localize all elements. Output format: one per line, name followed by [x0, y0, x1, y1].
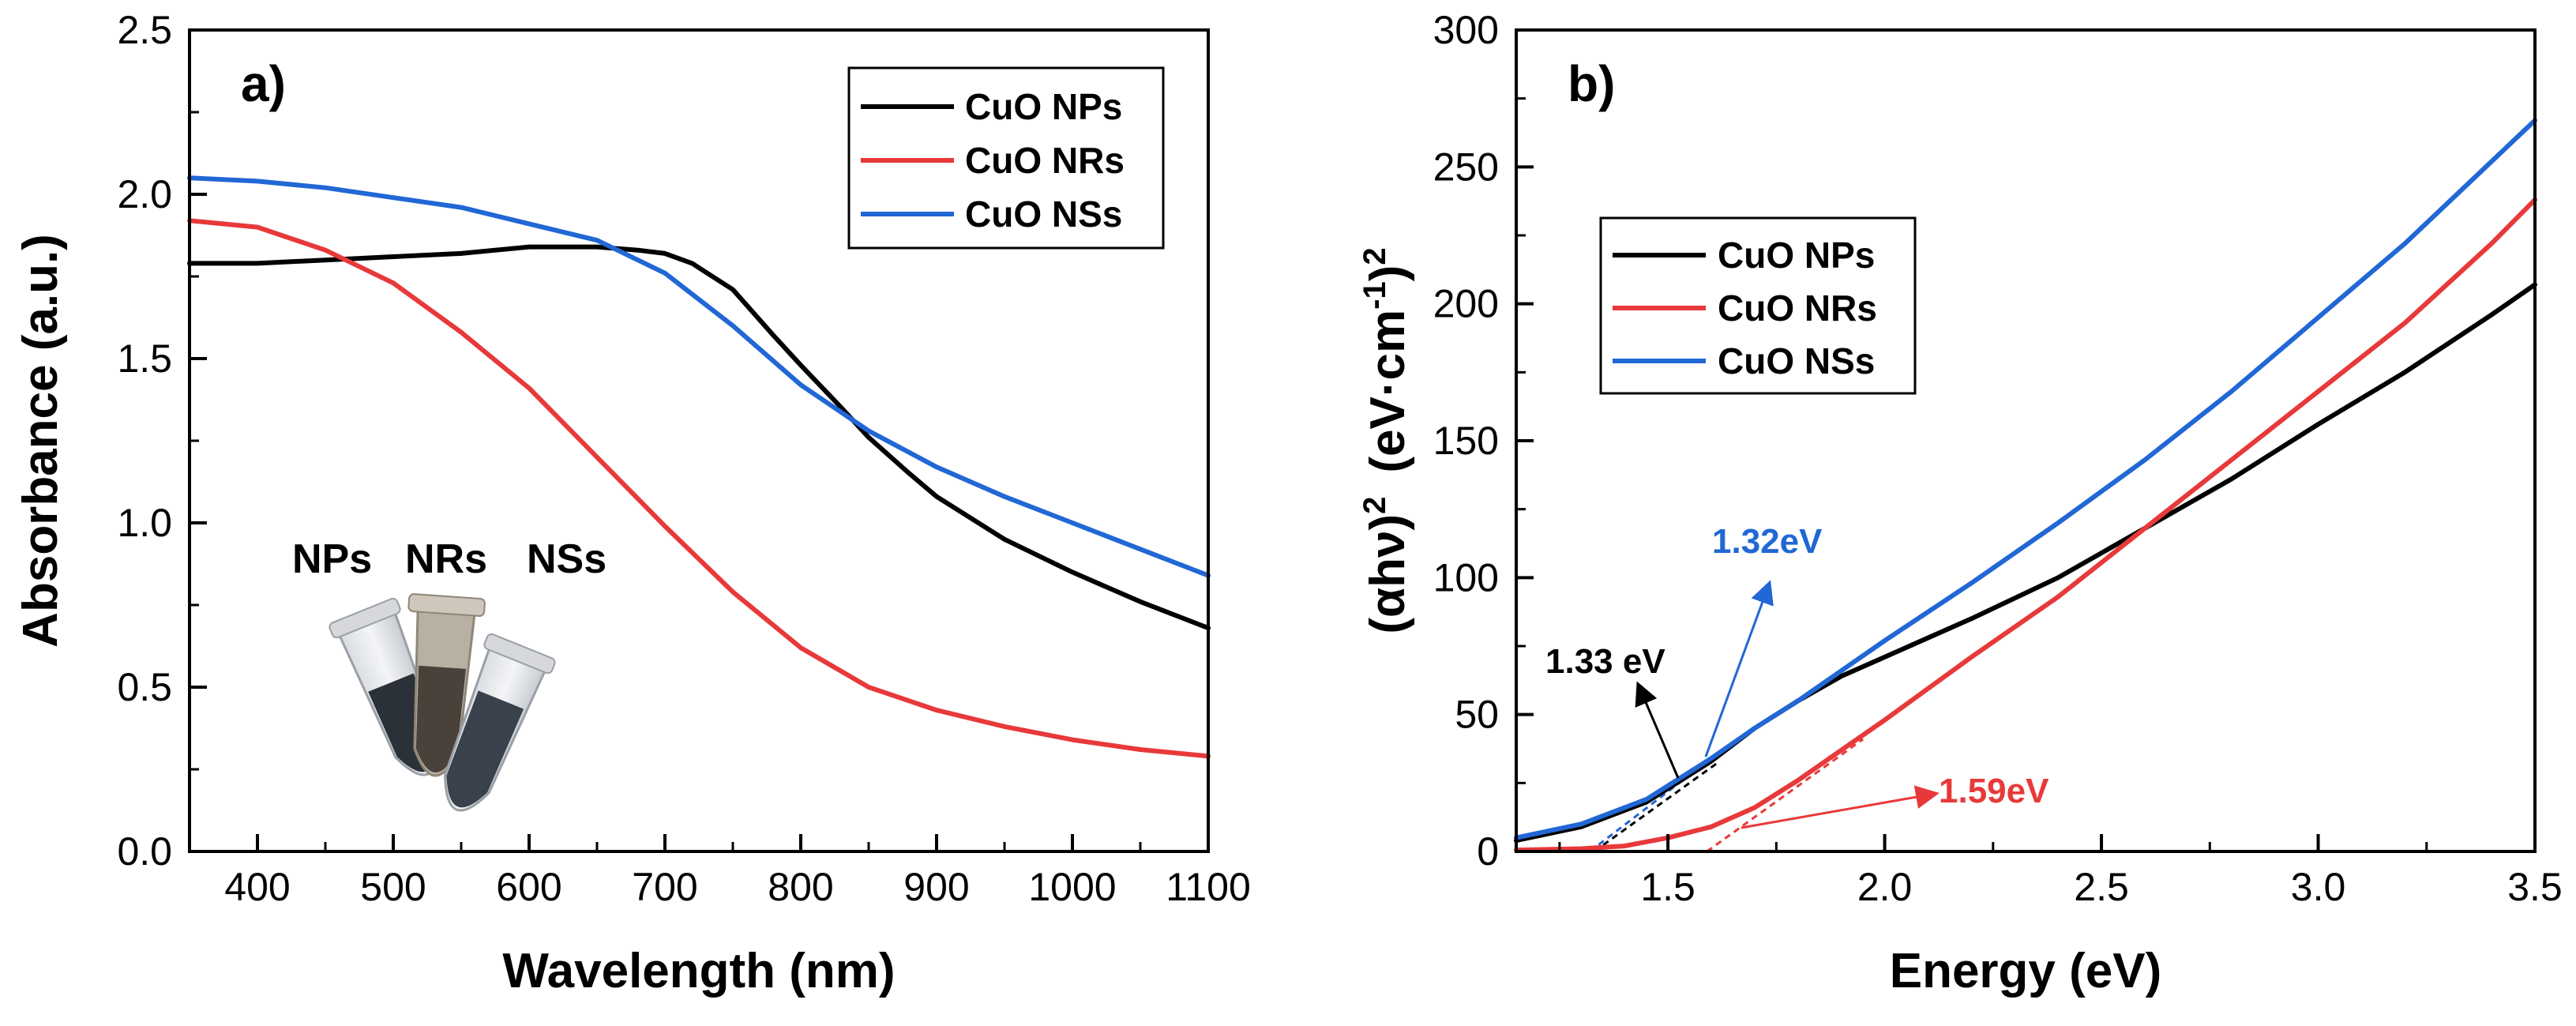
annotation-arrow-nrs	[1740, 785, 1940, 829]
b-xtick-label: 3.5	[2507, 865, 2563, 909]
x-axis-label-a: Wavelength (nm)	[502, 944, 895, 998]
x-axis-label-b: Energy (eV)	[1890, 944, 2162, 998]
legend-label-nrs-a: CuO NRs	[965, 140, 1125, 181]
a-xtick-label: 700	[632, 865, 697, 909]
tube-nss	[443, 633, 556, 812]
b-ytick-label: 250	[1433, 145, 1499, 189]
legend-label-nps-a: CuO NPs	[965, 86, 1122, 127]
inset-label-nps: NPs	[292, 536, 372, 582]
a-ytick-label: 0.5	[117, 665, 172, 709]
y-axis-label-b: (αhν)2(eV·cm-1)2	[1357, 247, 1415, 633]
y-axis-label-b-unit: (eV·cm	[1361, 310, 1415, 473]
b-xtick-label: 2.0	[1857, 865, 1913, 909]
legend-label-nss-a: CuO NSs	[965, 194, 1122, 235]
b-ytick-label: 0	[1477, 829, 1499, 874]
a-xtick-label: 800	[768, 865, 833, 909]
inset-label-nss: NSs	[527, 536, 606, 582]
a-ytick-label: 2.0	[117, 172, 172, 216]
annotation-nss: 1.32eV	[1712, 522, 1823, 561]
y-axis-label-a: Absorbance (a.u.)	[13, 234, 68, 648]
a-ytick-label: 0.0	[117, 829, 172, 874]
y-axis-label-b-sup2: 2	[1357, 247, 1392, 265]
inset-tubes-photo: NPs NRs NSs	[292, 536, 606, 812]
a-xtick-label: 900	[903, 865, 969, 909]
b-ytick-label: 300	[1433, 8, 1499, 52]
legend-a: CuO NPs CuO NRs CuO NSs	[847, 66, 1165, 250]
a-xtick-label: 1100	[1166, 865, 1251, 909]
b-xtick-label: 3.0	[2291, 865, 2346, 909]
a-ytick-label: 2.5	[117, 8, 172, 52]
b-ytick-label: 100	[1433, 555, 1499, 599]
inset-label-nrs: NRs	[405, 536, 487, 582]
plot-frame-b	[1515, 28, 2537, 853]
panel-b: 1.5 2.0 2.5 3.0 3.5 0 50 100 150 200 250 300 b) Ene…	[1357, 8, 2563, 998]
svg-text:(αhν)2(eV·cm-1)2: (αhν)2(eV·cm-1)2	[1357, 247, 1415, 633]
b-series-cuo-nrs	[1514, 197, 2537, 853]
a-series-cuo-nrs	[187, 218, 1211, 759]
a-xtick-label: 1000	[1028, 865, 1116, 909]
a-series-cuo-nss	[187, 175, 1211, 578]
y-axis-label-b-unit-sup: -1	[1357, 281, 1392, 310]
a-series-cuo-nps	[187, 244, 1211, 631]
a-ytick-label: 1.0	[117, 501, 172, 545]
b-xtick-label: 2.5	[2074, 865, 2129, 909]
b-ytick-label: 200	[1433, 282, 1499, 326]
y-axis-label-b-sup1: 2	[1357, 497, 1392, 514]
legend-b: CuO NPs CuO NRs CuO NSs	[1599, 216, 1917, 395]
b-series-cuo-nss	[1514, 118, 2537, 840]
y-axis-label-b-close: )	[1361, 265, 1415, 282]
panel-a: 400 500 600 700 800 900 1000 1100 0.0 0.5 1.0 1.5 2.…	[13, 8, 1251, 998]
a-xtick-label: 400	[224, 865, 290, 909]
legend-label-nss-b: CuO NSs	[1718, 340, 1875, 381]
b-ytick-label: 50	[1455, 693, 1499, 737]
y-axis-label-b-main: (αhν)	[1361, 514, 1415, 634]
panel-label-a: a)	[241, 55, 286, 112]
annotation-arrow-nss	[1704, 580, 1774, 757]
b-tangent-line	[1706, 738, 1864, 853]
annotation-arrow-nps	[1635, 681, 1680, 779]
annotation-nrs: 1.59eV	[1939, 772, 2049, 810]
a-xtick-label: 600	[496, 865, 561, 909]
legend-label-nrs-b: CuO NRs	[1718, 288, 1877, 329]
b-xtick-label: 1.5	[1640, 865, 1695, 909]
b-tangent-line	[1593, 760, 1721, 853]
b-ytick-label: 150	[1433, 419, 1499, 463]
a-ytick-label: 1.5	[117, 336, 172, 381]
annotation-nps: 1.33 eV	[1545, 642, 1665, 681]
a-xtick-label: 500	[360, 865, 426, 909]
legend-label-nps-b: CuO NPs	[1718, 235, 1875, 276]
panel-label-b: b)	[1568, 55, 1615, 112]
